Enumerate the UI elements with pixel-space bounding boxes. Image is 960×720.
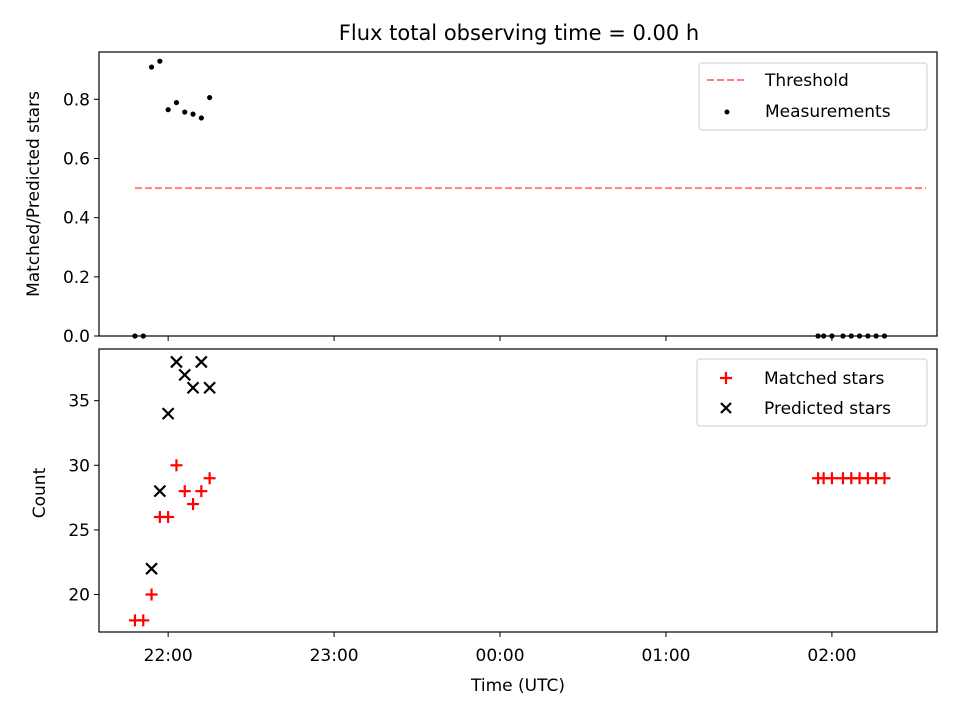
predicted-star-point <box>161 407 175 420</box>
y-tick-label: 25 <box>68 521 90 541</box>
legend-measurements-swatch <box>724 109 730 115</box>
measurement-point <box>165 107 171 113</box>
matched-star-point <box>170 459 183 472</box>
bottom-legend-box <box>696 358 928 427</box>
x-tick-label: 00:00 <box>476 646 525 666</box>
matched-star-point <box>195 485 208 498</box>
bottom-legend: Matched stars Predicted stars <box>696 358 928 427</box>
top-x-ticks <box>167 336 833 341</box>
x-tick-label: 23:00 <box>310 646 359 666</box>
top-marks <box>132 58 926 339</box>
matched-star-point <box>825 472 838 485</box>
bottom-x-ticks: 22:00 23:00 00:00 01:00 02:00 <box>144 632 856 666</box>
predicted-star-point <box>145 562 158 575</box>
measurement-point <box>173 99 180 106</box>
top-legend-box <box>698 62 928 131</box>
x-axis-label: Time (UTC) <box>470 676 565 696</box>
y-tick-label: 20 <box>68 586 90 606</box>
matched-star-point <box>203 472 216 485</box>
x-tick-label: 02:00 <box>807 646 856 666</box>
measurement-point <box>182 109 188 115</box>
y-tick-label: 35 <box>68 392 90 412</box>
predicted-star-point <box>178 368 192 382</box>
measurement-point <box>207 94 213 101</box>
measurement-point <box>157 58 163 64</box>
bottom-y-ticks: 20 25 30 35 <box>68 392 99 606</box>
matched-star-point <box>187 498 200 511</box>
y-tick-label: 0.8 <box>63 90 90 110</box>
predicted-star-point <box>195 355 208 369</box>
x-tick-label: 01:00 <box>641 646 690 666</box>
measurement-point <box>198 115 204 121</box>
legend-matched-swatch <box>720 372 732 384</box>
top-y-ticks: 0.0 0.2 0.4 0.6 0.8 <box>63 90 99 347</box>
legend-matched-label: Matched stars <box>764 369 884 389</box>
top-axes-frame <box>98 51 938 337</box>
legend-measurements-label: Measurements <box>765 102 891 122</box>
measurement-point <box>148 64 155 70</box>
top-y-axis-label: Matched/Predicted stars <box>24 91 44 297</box>
chart-title: Flux total observing time = 0.00 h <box>339 21 699 45</box>
matched-star-point <box>145 588 158 601</box>
predicted-star-point <box>153 484 167 498</box>
matched-star-point <box>162 510 175 523</box>
predicted-star-point <box>170 355 183 369</box>
bottom-panel: 20 25 30 35 22:00 23:00 00:00 01:00 02:00 Count… <box>30 348 938 696</box>
y-tick-label: 0.4 <box>63 209 90 229</box>
measurement-point <box>190 111 196 117</box>
top-legend: Threshold Measurements <box>698 62 928 131</box>
y-tick-label: 30 <box>68 456 90 476</box>
y-tick-label: 0.2 <box>63 268 90 288</box>
predicted-star-point <box>203 381 216 395</box>
bottom-axes-frame <box>98 348 938 633</box>
y-tick-label: 0.6 <box>63 150 90 170</box>
legend-predicted-swatch <box>720 402 732 414</box>
x-tick-label: 22:00 <box>144 646 193 666</box>
bottom-y-axis-label: Count <box>30 467 50 518</box>
top-panel: 0.00.20.40.60.8 Matched/Predicted stars … <box>24 51 938 347</box>
legend-threshold-label: Threshold <box>764 71 849 91</box>
predicted-star-point <box>186 381 200 395</box>
matched-star-point <box>137 614 150 627</box>
matched-star-point <box>178 485 191 498</box>
y-tick-label: 0.0 <box>63 327 90 347</box>
bottom-marks <box>128 355 891 627</box>
matched-star-point <box>878 472 891 485</box>
legend-predicted-label: Predicted stars <box>764 399 891 419</box>
